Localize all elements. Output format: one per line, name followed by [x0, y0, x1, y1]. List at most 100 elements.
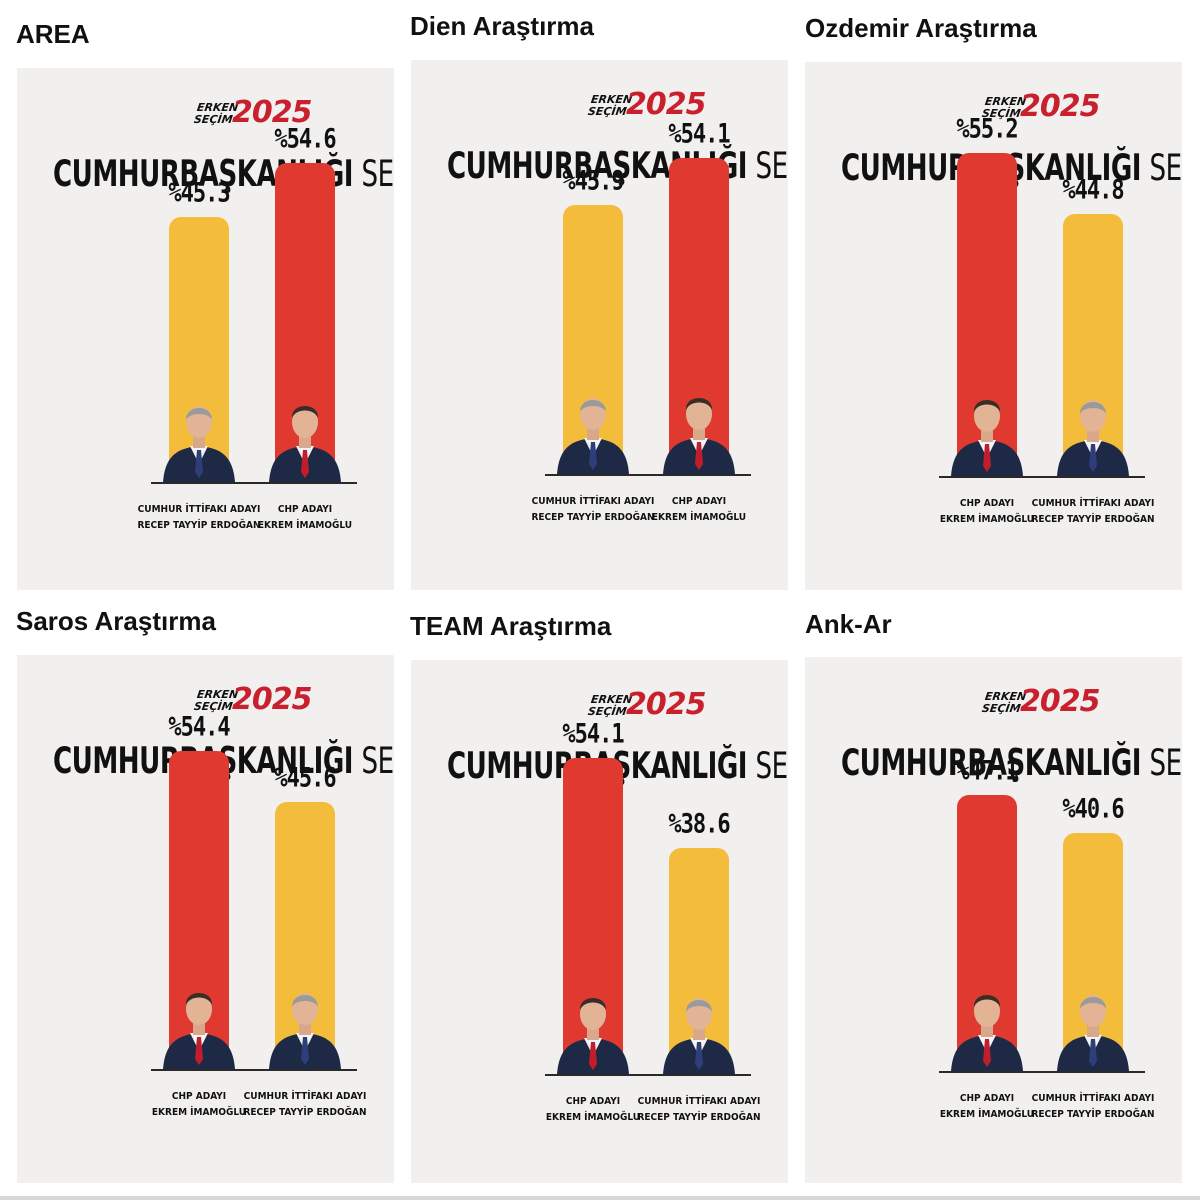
chart-baseline: [939, 476, 1145, 478]
candidate-line1: CHP ADAYI: [171, 1091, 227, 1102]
brand-logo-year: 2025: [1020, 684, 1100, 719]
person-erdogan-icon: [1057, 400, 1129, 476]
value-label-erdogan: %44.8: [1062, 175, 1124, 206]
brand-logo-year: 2025: [232, 682, 312, 717]
candidate-line1: CHP ADAYI: [565, 1096, 621, 1107]
candidate-line2: RECEP TAYYİP ERDOĞAN: [531, 512, 655, 523]
chart-baseline: [151, 1069, 357, 1071]
candidate-label-erdogan: CUMHUR İTTİFAKI ADAYI RECEP TAYYİP ERDOĞA…: [523, 494, 663, 526]
headline-rest: SEÇİM AN: [1149, 741, 1182, 784]
candidate-line2: RECEP TAYYİP ERDOĞAN: [637, 1112, 761, 1123]
brand-logo-bottom: SEÇİM: [587, 705, 628, 718]
person-erdogan-icon: [557, 398, 629, 474]
brand-logo-year: 2025: [626, 87, 706, 122]
brand-logo-bottom: SEÇİM: [981, 702, 1022, 715]
chart-baseline: [545, 1074, 751, 1076]
value-label-erdogan: %45.3: [168, 178, 230, 209]
brand-logo: ERKEN SEÇİM 2025: [17, 683, 394, 723]
candidate-label-erdogan: CUMHUR İTTİFAKI ADAYI RECEP TAYYİP ERDOĞA…: [1023, 496, 1163, 528]
chart-baseline: [939, 1071, 1145, 1073]
headline-rest: SEÇİM AN: [755, 744, 788, 787]
headline-bold: CUMHURBAŞKANLIĞI: [841, 741, 1150, 784]
value-label-erdogan: %45.9: [562, 166, 624, 197]
value-label-imamoglu: %55.2: [956, 114, 1018, 145]
candidate-line2: EKREM İMAMOĞLU: [651, 512, 747, 523]
brand-logo-bottom: SEÇİM: [193, 113, 234, 126]
person-imamoglu-icon: [557, 998, 629, 1074]
value-label-imamoglu: %47.1: [956, 756, 1018, 787]
chart-baseline: [545, 474, 751, 476]
brand-logo-bottom: SEÇİM: [193, 700, 234, 713]
candidate-line2: EKREM İMAMOĞLU: [939, 514, 1035, 525]
headline-rest: SEÇİM AN: [755, 144, 788, 187]
brand-logo-year: 2025: [1020, 89, 1100, 124]
headline-rest: SEÇİM AN: [1149, 146, 1182, 189]
poll-title-ozdemir: Ozdemir Araştırma: [805, 13, 1037, 43]
candidate-label-imamoglu: CHP ADAYI EKREM İMAMOĞLU: [235, 502, 375, 534]
candidate-line1: CUMHUR İTTİFAKI ADAYI: [531, 496, 655, 507]
candidate-line2: RECEP TAYYİP ERDOĞAN: [1031, 1109, 1155, 1120]
poll-title-saros: Saros Araştırma: [16, 606, 216, 636]
candidate-line2: EKREM İMAMOĞLU: [939, 1109, 1035, 1120]
candidate-line1: CUMHUR İTTİFAKI ADAYI: [637, 1096, 761, 1107]
candidate-label-erdogan: CUMHUR İTTİFAKI ADAYI RECEP TAYYİP ERDOĞA…: [235, 1089, 375, 1121]
candidate-line2: EKREM İMAMOĞLU: [545, 1112, 641, 1123]
bottom-divider: [0, 1196, 1200, 1200]
brand-logo: ERKEN SEÇİM 2025: [805, 685, 1182, 725]
brand-logo: ERKEN SEÇİM 2025: [411, 688, 788, 728]
candidate-label-erdogan: CUMHUR İTTİFAKI ADAYI RECEP TAYYİP ERDOĞA…: [1023, 1091, 1163, 1123]
brand-logo: ERKEN SEÇİM 2025: [17, 96, 394, 136]
candidate-label-imamoglu: CHP ADAYI EKREM İMAMOĞLU: [129, 1089, 269, 1121]
headline-rest: SEÇİM AN: [361, 739, 394, 782]
value-label-erdogan: %38.6: [668, 809, 730, 840]
candidate-line1: CUMHUR İTTİFAKI ADAYI: [1031, 498, 1155, 509]
candidate-line1: CHP ADAYI: [959, 498, 1015, 509]
poll-title-area: AREA: [16, 19, 90, 49]
value-label-imamoglu: %54.1: [562, 719, 624, 749]
candidate-line2: RECEP TAYYİP ERDOĞAN: [137, 520, 261, 531]
candidate-label-erdogan: CUMHUR İTTİFAKI ADAYI RECEP TAYYİP ERDOĞA…: [129, 502, 269, 534]
person-erdogan-icon: [269, 993, 341, 1069]
brand-logo-year: 2025: [232, 95, 312, 130]
candidate-line1: CUMHUR İTTİFAKI ADAYI: [137, 504, 261, 515]
brand-logo-bottom: SEÇİM: [587, 105, 628, 118]
candidate-label-imamoglu: CHP ADAYI EKREM İMAMOĞLU: [917, 1091, 1057, 1123]
candidate-line1: CUMHUR İTTİFAKI ADAYI: [1031, 1093, 1155, 1104]
brand-logo: ERKEN SEÇİM 2025: [411, 88, 788, 128]
candidate-line1: CHP ADAYI: [277, 504, 333, 515]
brand-logo: ERKEN SEÇİM 2025: [805, 90, 1182, 130]
candidate-label-imamoglu: CHP ADAYI EKREM İMAMOĞLU: [523, 1094, 663, 1126]
poll-title-team: TEAM Araştırma: [410, 611, 612, 641]
poll-title-ankar: Ank-Ar: [805, 609, 892, 639]
candidate-line1: CHP ADAYI: [671, 496, 727, 507]
person-imamoglu-icon: [663, 398, 735, 474]
candidate-line2: RECEP TAYYİP ERDOĞAN: [243, 1107, 367, 1118]
poll-title-dien: Dien Araştırma: [410, 11, 594, 41]
person-erdogan-icon: [163, 406, 235, 482]
candidate-line2: EKREM İMAMOĞLU: [257, 520, 353, 531]
person-imamoglu-icon: [163, 993, 235, 1069]
candidate-label-imamoglu: CHP ADAYI EKREM İMAMOĞLU: [629, 494, 769, 526]
person-imamoglu-icon: [951, 995, 1023, 1071]
candidate-label-imamoglu: CHP ADAYI EKREM İMAMOĞLU: [917, 496, 1057, 528]
candidate-label-erdogan: CUMHUR İTTİFAKI ADAYI RECEP TAYYİP ERDOĞA…: [629, 1094, 769, 1126]
value-label-erdogan: %45.6: [274, 763, 336, 794]
panel-headline: CUMHURBAŞKANLIĞI SEÇİM AN: [841, 741, 1182, 784]
person-erdogan-icon: [663, 998, 735, 1074]
person-imamoglu-icon: [951, 400, 1023, 476]
value-label-imamoglu: %54.1: [668, 119, 730, 149]
person-imamoglu-icon: [269, 406, 341, 482]
value-label-imamoglu: %54.4: [168, 712, 230, 743]
chart-baseline: [151, 482, 357, 484]
value-label-imamoglu: %54.6: [274, 124, 336, 155]
value-label-erdogan: %40.6: [1062, 794, 1124, 825]
candidate-line1: CHP ADAYI: [959, 1093, 1015, 1104]
candidate-line2: RECEP TAYYİP ERDOĞAN: [1031, 514, 1155, 525]
candidate-line2: EKREM İMAMOĞLU: [151, 1107, 247, 1118]
